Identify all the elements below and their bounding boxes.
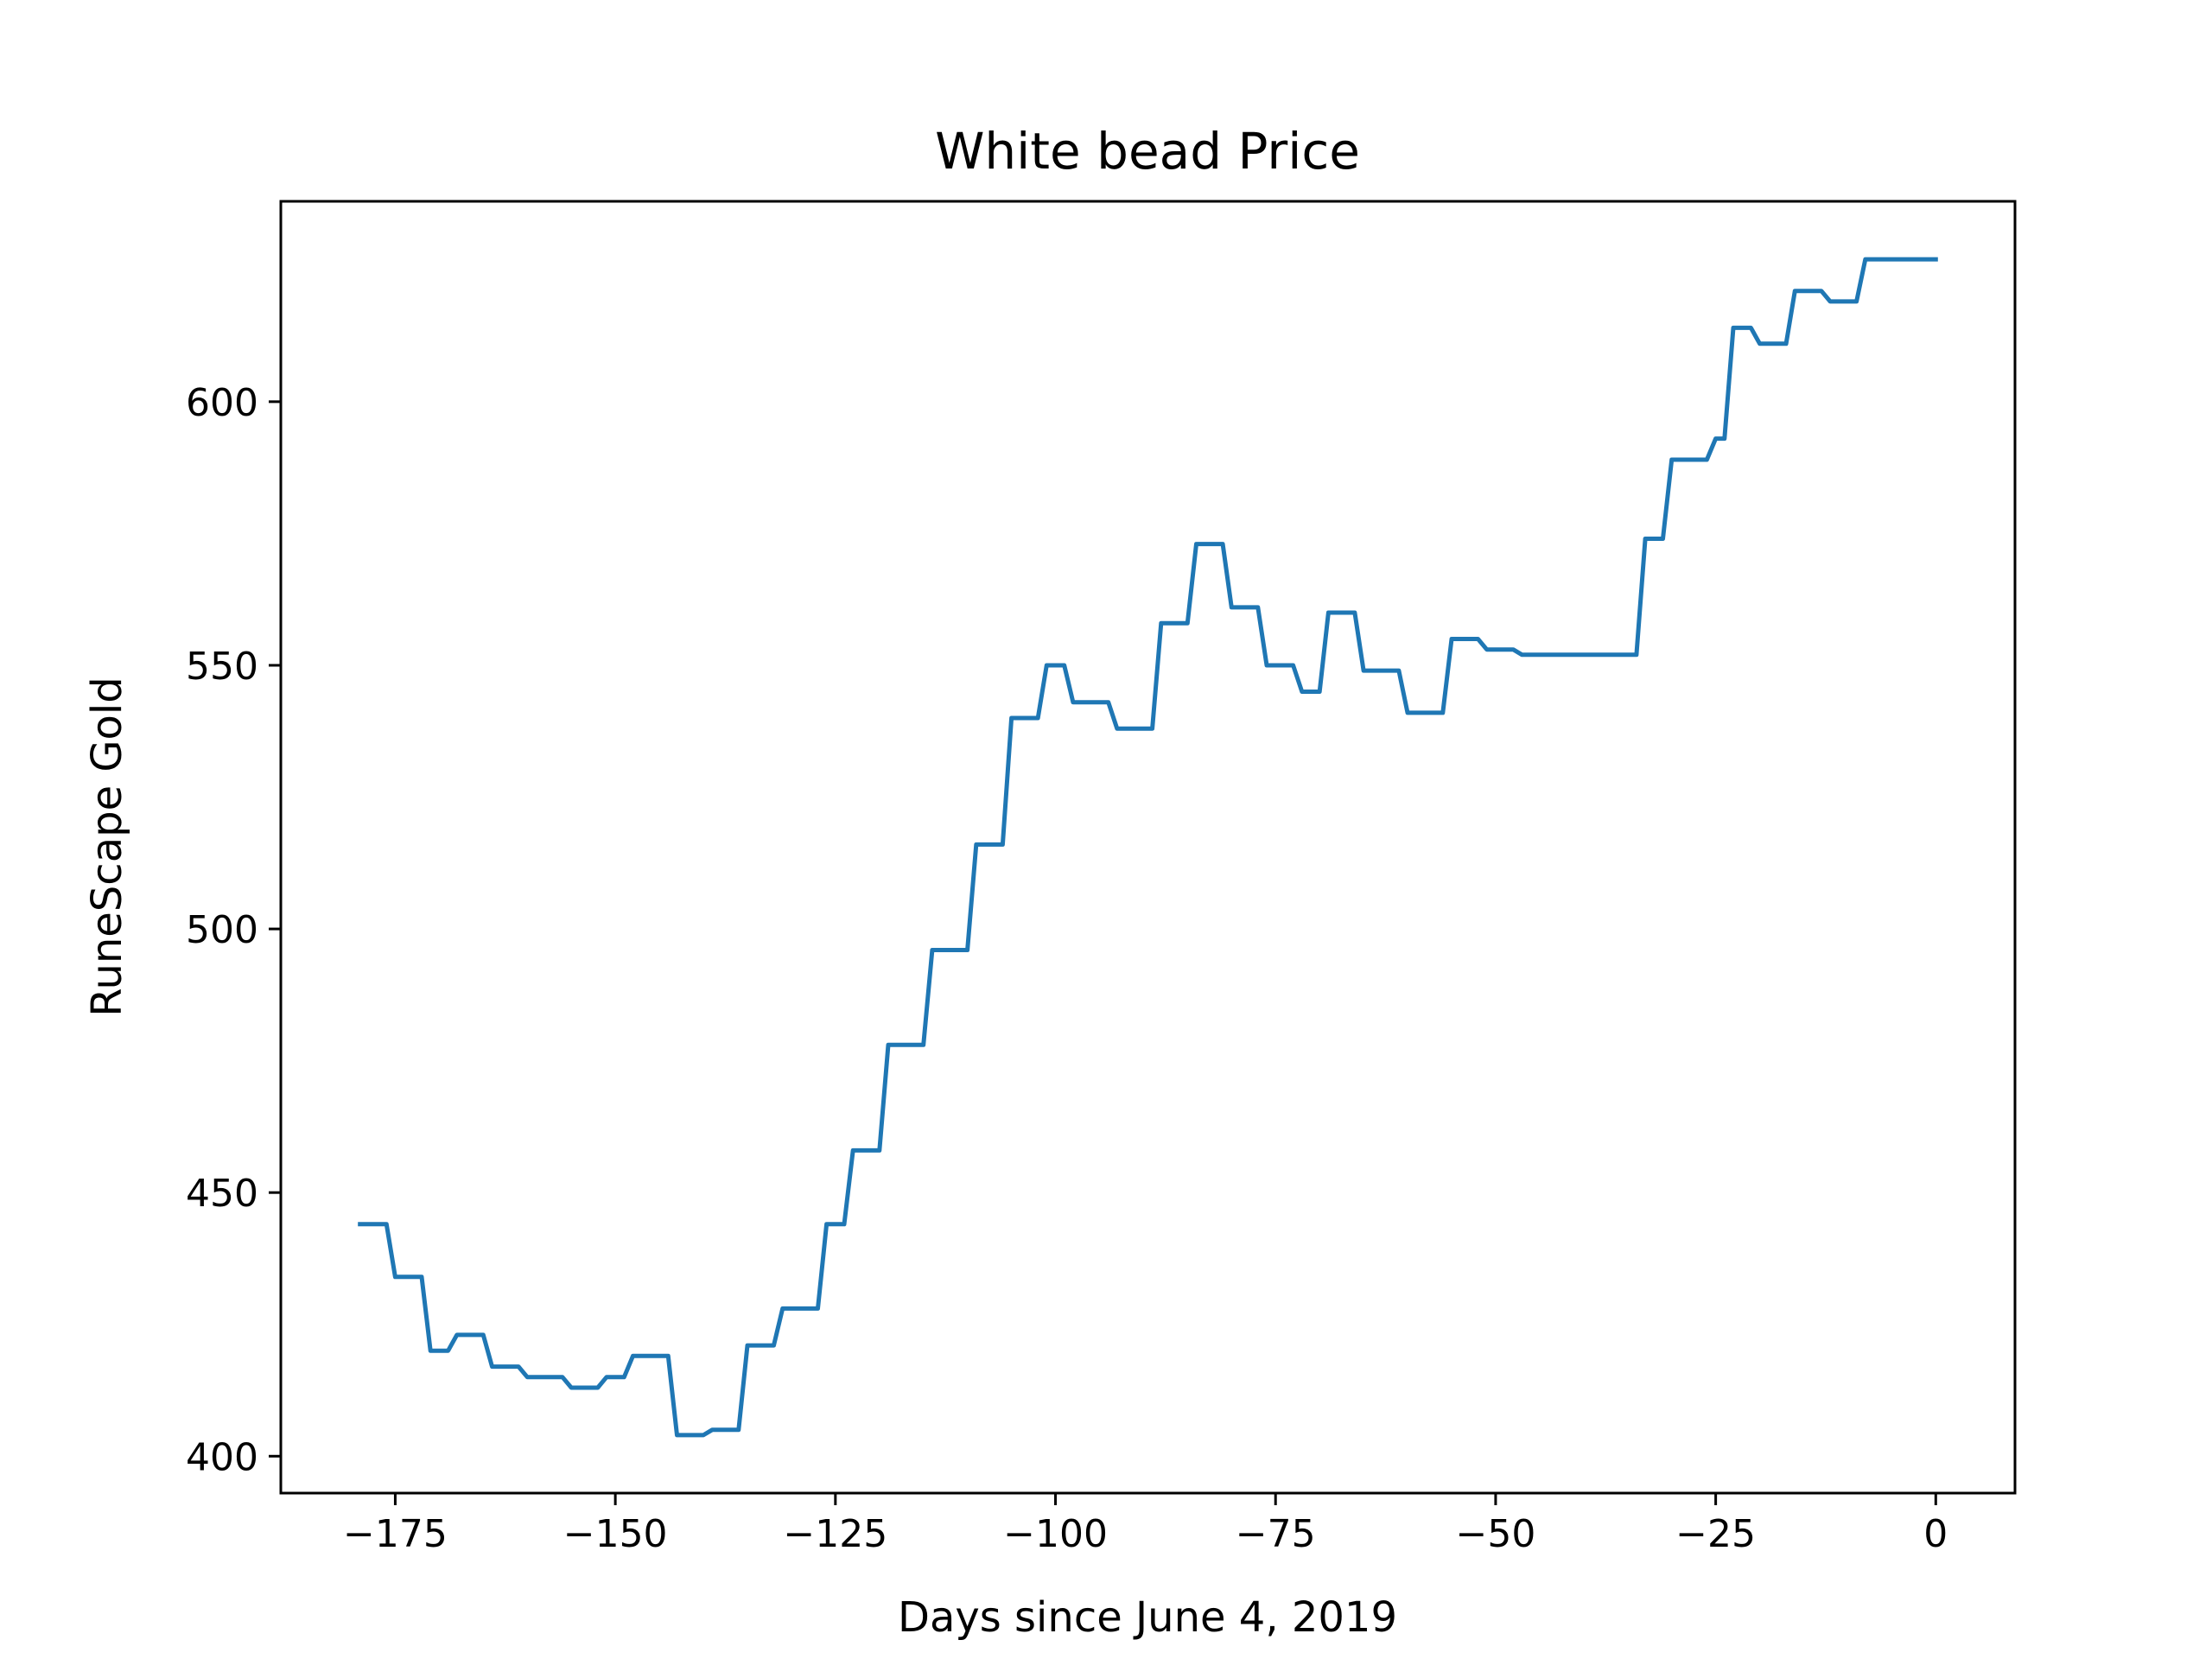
y-tick-label: 600: [186, 381, 258, 425]
x-tick-label: −50: [1455, 1512, 1535, 1556]
x-tick-label: 0: [1923, 1512, 1948, 1556]
x-tick-label: −25: [1675, 1512, 1756, 1556]
x-axis-label: Days since June 4, 2019: [898, 1593, 1397, 1642]
y-tick-label: 550: [186, 645, 258, 689]
price-line: [358, 257, 1938, 1438]
y-axis: 400 450 500 550 600: [186, 381, 281, 1479]
y-axis-label: RuneScape Gold: [83, 677, 131, 1016]
x-tick-label: −75: [1236, 1512, 1316, 1556]
x-axis: −175 −150 −125 −100 −75 −50 −25 0: [343, 1493, 1948, 1556]
y-tick-label: 500: [186, 908, 258, 952]
x-tick-label: −125: [783, 1512, 887, 1556]
x-tick-label: −100: [1003, 1512, 1108, 1556]
x-tick-label: −175: [343, 1512, 448, 1556]
y-tick-label: 450: [186, 1172, 258, 1216]
chart-title: White bead Price: [935, 122, 1360, 181]
y-tick-label: 400: [186, 1435, 258, 1479]
series-layer: [358, 257, 1938, 1438]
x-tick-label: −150: [563, 1512, 668, 1556]
plot-frame: [279, 200, 2017, 1495]
